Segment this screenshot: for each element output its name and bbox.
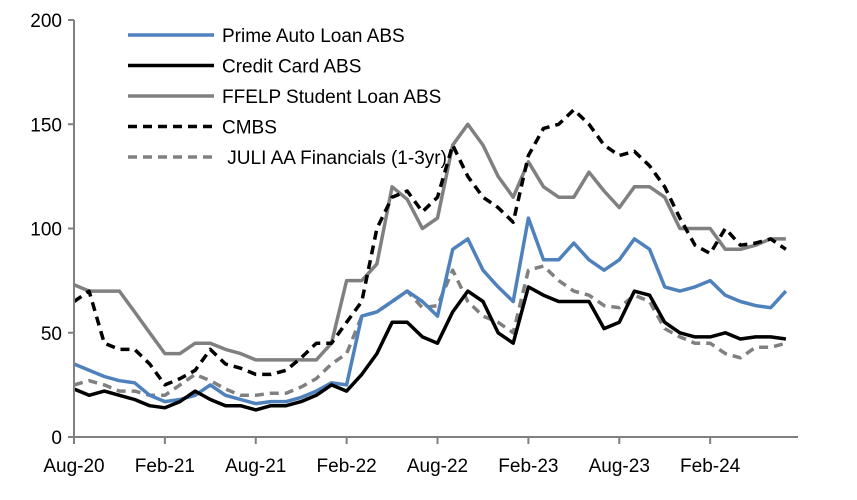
series-layer <box>73 107 788 412</box>
axes: 0 50 100 150 200 Aug-20 Feb-21 Aug-21 Feb-22 Aug-… <box>30 11 798 477</box>
series-line-1 <box>73 285 787 412</box>
x-tick-label: Aug-21 <box>225 456 286 477</box>
legend-item: FFELP Student Loan ABS <box>128 87 441 108</box>
legend-item: JULI AA Financials (1-3yr) <box>128 148 447 169</box>
x-tick-label: Feb-21 <box>135 456 195 477</box>
x-tick-label: Feb-23 <box>498 456 558 477</box>
y-tick-label: 50 <box>41 324 62 345</box>
legend-label: CMBS <box>222 118 277 139</box>
legend-label: Prime Auto Loan ABS <box>222 26 405 47</box>
series-line-2 <box>73 122 786 362</box>
legend-label: Credit Card ABS <box>222 57 361 78</box>
y-tick-label: 0 <box>51 428 62 449</box>
x-tick-label: Feb-22 <box>317 456 377 477</box>
y-tick-label: 150 <box>30 115 62 136</box>
legend-item: Credit Card ABS <box>128 57 361 78</box>
series-line-0 <box>73 216 788 406</box>
legend-label: JULI AA Financials (1-3yr) <box>222 148 447 169</box>
y-tick-label: 100 <box>30 220 62 241</box>
x-tick-label: Aug-23 <box>589 456 650 477</box>
x-tick-label: Aug-20 <box>43 456 104 477</box>
y-tick-label: 200 <box>30 11 62 32</box>
legend-label: FFELP Student Loan ABS <box>222 87 441 108</box>
legend-item: CMBS <box>128 118 277 139</box>
x-tick-label: Aug-22 <box>407 456 468 477</box>
x-tick-label: Feb-24 <box>680 456 741 477</box>
legend: Prime Auto Loan ABS Credit Card ABS FFELP … <box>128 26 447 169</box>
legend-item: Prime Auto Loan ABS <box>128 26 405 47</box>
series-line-3 <box>73 107 787 387</box>
